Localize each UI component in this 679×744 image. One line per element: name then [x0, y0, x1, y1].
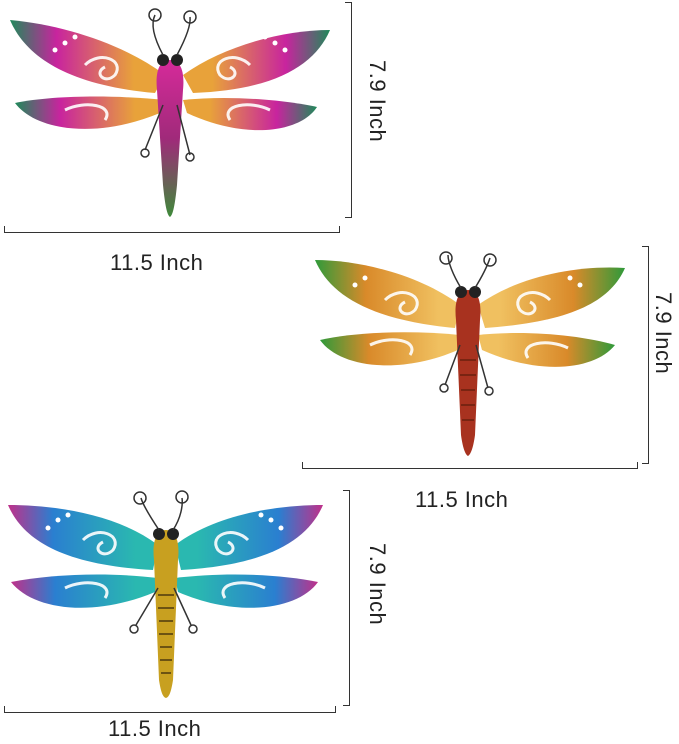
blue-dragonfly-image	[8, 490, 323, 698]
width-dimension-line-pink	[4, 226, 340, 233]
width-label-blue: 11.5 Inch	[108, 716, 202, 741]
pink-dragonfly-image	[10, 8, 330, 217]
height-dimension-line-blue	[343, 490, 350, 706]
orange-dragonfly-image	[315, 251, 625, 456]
width-label-orange: 11.5 Inch	[415, 487, 509, 512]
height-dimension-line-pink	[345, 2, 352, 218]
width-dimension-line-blue	[4, 706, 336, 713]
width-dimension-line-orange	[302, 462, 638, 469]
width-label-pink: 11.5 Inch	[110, 250, 204, 275]
height-label-blue: 7.9 Inch	[365, 543, 390, 626]
height-dimension-line-orange	[642, 246, 649, 464]
